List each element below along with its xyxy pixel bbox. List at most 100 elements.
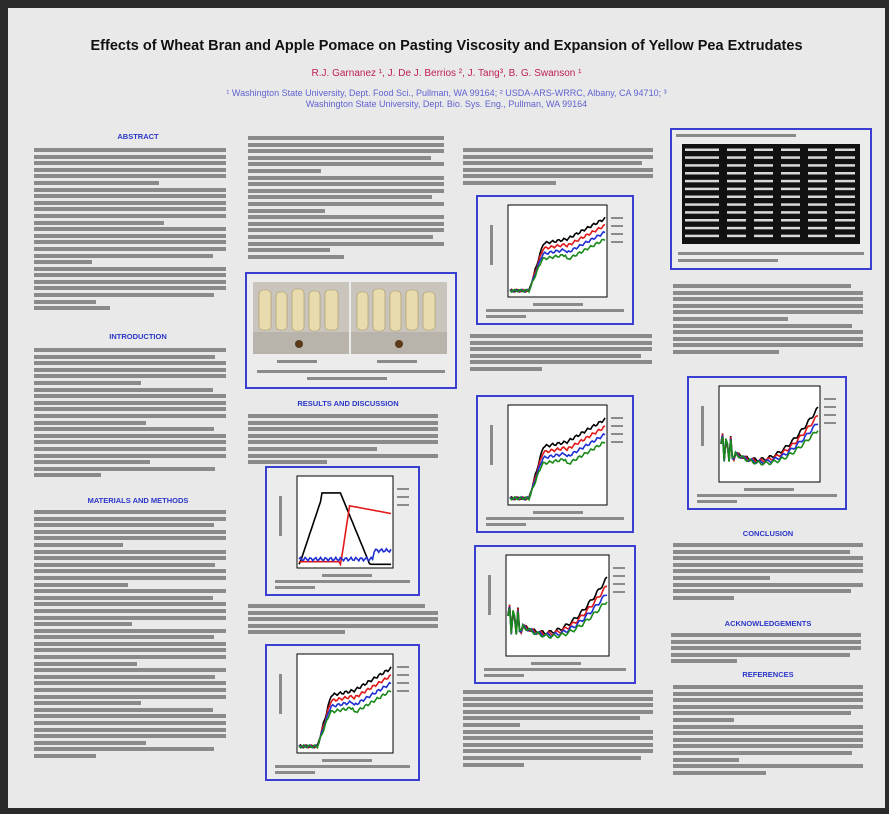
- figure-pasting-profile-6: [687, 376, 847, 510]
- pasting-chart-1: [275, 475, 410, 589]
- text-line: [34, 306, 110, 311]
- text-line: [34, 510, 226, 514]
- text-line: [248, 215, 444, 220]
- text-line: [671, 652, 851, 657]
- pasting-chart-6: [697, 385, 837, 503]
- col2-top-text: [248, 136, 444, 261]
- text-line: [673, 737, 863, 742]
- text-line: [34, 440, 226, 445]
- pasting-chart-2: [275, 653, 410, 774]
- text-line: [34, 595, 213, 600]
- text-line: [673, 685, 863, 689]
- text-line: [34, 394, 226, 399]
- text-line: [463, 167, 653, 172]
- text-line: [248, 136, 444, 140]
- text-line: [463, 755, 642, 760]
- text-line: [34, 387, 213, 392]
- text-line: [463, 148, 653, 152]
- col3-mid-text: [470, 334, 652, 374]
- text-line: [34, 354, 216, 359]
- text-line: [34, 453, 226, 458]
- text-line: [34, 213, 226, 218]
- text-line: [248, 610, 438, 615]
- text-line: [673, 349, 780, 354]
- text-line: [463, 729, 653, 734]
- text-line: [673, 303, 863, 308]
- col3-top-text: [463, 148, 653, 188]
- materials-methods-heading: MATERIALS AND METHODS: [87, 496, 189, 505]
- text-line: [34, 648, 226, 653]
- text-line: [463, 696, 653, 701]
- text-line: [34, 542, 124, 547]
- text-line: [34, 622, 133, 627]
- text-line: [34, 194, 226, 199]
- text-line: [673, 290, 863, 295]
- text-line: [463, 180, 556, 185]
- text-line: [34, 148, 226, 152]
- text-line: [673, 284, 852, 288]
- text-line: [34, 734, 226, 739]
- text-line: [248, 149, 444, 154]
- abstract-text: [34, 148, 226, 313]
- text-line: [34, 207, 226, 212]
- abstract-heading: ABSTRACT: [117, 132, 159, 141]
- text-line: [34, 740, 146, 745]
- text-line: [34, 575, 226, 580]
- text-line: [34, 635, 215, 640]
- text-line: [248, 453, 438, 458]
- text-line: [248, 208, 326, 213]
- text-line: [463, 716, 641, 721]
- text-line: [248, 248, 330, 253]
- text-line: [34, 674, 216, 679]
- text-line: [34, 460, 151, 465]
- text-line: [671, 659, 737, 664]
- text-line: [673, 336, 863, 341]
- references-text: [673, 685, 863, 777]
- table-figure: [670, 128, 872, 270]
- text-line: [673, 297, 863, 302]
- text-line: [673, 556, 863, 561]
- text-line: [248, 201, 444, 206]
- col3-bottom-text: [463, 690, 653, 769]
- introduction-heading: INTRODUCTION: [109, 332, 167, 341]
- text-line: [34, 367, 226, 372]
- text-line: [34, 473, 101, 478]
- text-line: [34, 714, 226, 719]
- text-line: [248, 188, 444, 193]
- text-line: [248, 623, 438, 628]
- text-line: [673, 770, 766, 775]
- text-line: [34, 253, 213, 258]
- text-line: [673, 310, 863, 315]
- text-line: [34, 174, 226, 179]
- text-line: [463, 690, 653, 694]
- acknowledgements-heading: ACKNOWLEDGEMENTS: [724, 619, 812, 628]
- text-line: [673, 691, 863, 696]
- text-line: [248, 195, 432, 200]
- text-line: [34, 707, 213, 712]
- text-line: [470, 360, 652, 365]
- text-line: [673, 595, 735, 600]
- text-line: [463, 762, 525, 767]
- text-line: [34, 180, 160, 185]
- text-line: [34, 167, 226, 172]
- text-line: [463, 154, 653, 159]
- text-line: [34, 293, 215, 298]
- text-line: [34, 721, 226, 725]
- conclusion-text: [673, 543, 863, 602]
- text-line: [34, 608, 226, 613]
- text-line: [463, 703, 653, 708]
- text-line: [34, 187, 226, 192]
- text-line: [34, 227, 226, 232]
- figure-pasting-profile-2: [265, 644, 420, 781]
- text-line: [34, 260, 92, 265]
- text-line: [673, 323, 853, 328]
- text-line: [248, 617, 438, 622]
- pasting-chart-5: [484, 554, 626, 677]
- text-line: [673, 589, 852, 594]
- text-line: [34, 220, 164, 225]
- text-line: [34, 420, 146, 425]
- figure-pasting-profile-3: [476, 195, 634, 325]
- text-line: [673, 750, 853, 755]
- text-line: [34, 433, 226, 438]
- references-heading: REFERENCES: [742, 670, 794, 679]
